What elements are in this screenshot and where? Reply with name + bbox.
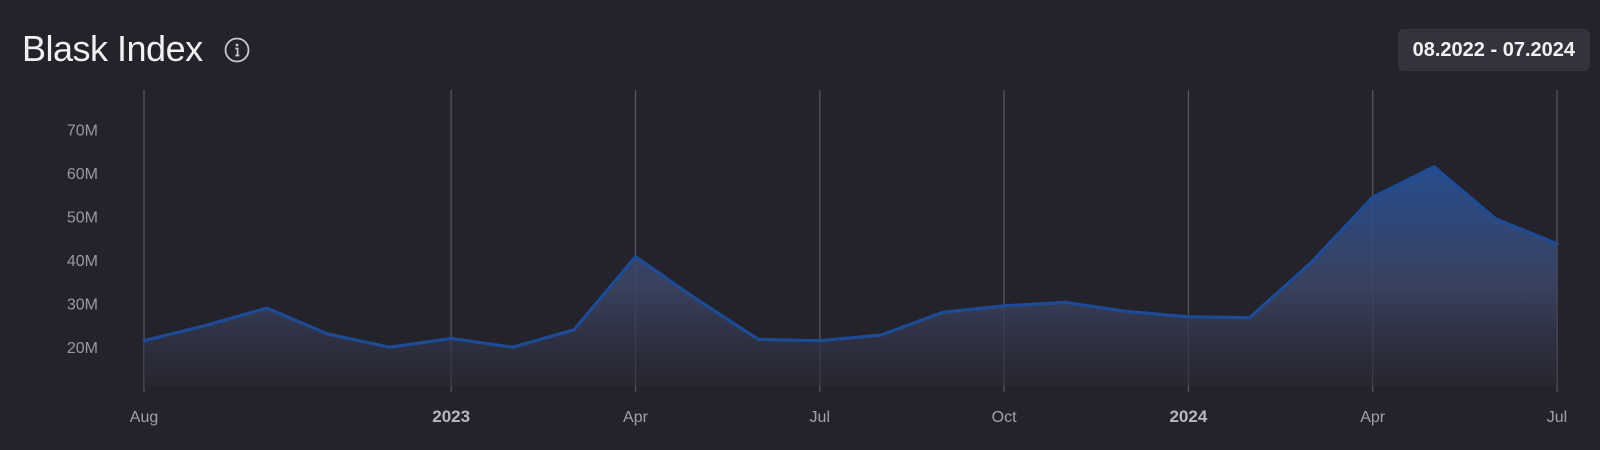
x-tick-label: Oct [992, 409, 1017, 426]
y-tick-label: 60M [67, 166, 98, 183]
data-point-2024-05[interactable] [1432, 165, 1436, 169]
data-point-2024-02[interactable] [1248, 316, 1252, 320]
data-point-2022-08[interactable] [142, 339, 146, 343]
data-point-2024-07[interactable] [1555, 242, 1559, 246]
data-point-2023-05[interactable] [695, 297, 699, 301]
y-tick-label: 70M [67, 123, 98, 140]
data-point-2024-06[interactable] [1494, 217, 1498, 221]
x-tick-label: 2023 [432, 407, 470, 426]
data-point-2024-01[interactable] [1186, 315, 1190, 319]
page-title: Blask Index [22, 28, 203, 69]
info-circle-icon[interactable] [224, 37, 250, 63]
data-point-2023-09[interactable] [941, 310, 945, 314]
x-tick-label: Apr [1360, 409, 1386, 426]
x-tick-label: Jul [1547, 409, 1567, 426]
data-point-2023-07[interactable] [818, 339, 822, 343]
x-tick-label: Apr [623, 409, 649, 426]
data-point-2023-02[interactable] [511, 345, 515, 349]
data-point-2022-11[interactable] [326, 332, 330, 336]
series-area [144, 166, 1557, 386]
y-tick-label: 40M [67, 253, 98, 270]
y-tick-label: 50M [67, 210, 98, 227]
data-point-2023-08[interactable] [879, 333, 883, 337]
x-tick-label: Jul [810, 409, 830, 426]
series-line [142, 165, 1559, 349]
data-point-2023-06[interactable] [756, 337, 760, 341]
data-point-2023-12[interactable] [1125, 310, 1129, 314]
data-point-2024-03[interactable] [1309, 260, 1313, 264]
x-tick-label: 2024 [1169, 407, 1207, 426]
data-point-2022-09[interactable] [203, 323, 207, 327]
date-range-button[interactable]: 08.2022 - 07.2024 [1397, 29, 1590, 71]
y-tick-label: 30M [67, 297, 98, 314]
data-point-2023-11[interactable] [1064, 300, 1068, 304]
data-point-2022-10[interactable] [265, 306, 269, 310]
data-point-2022-12[interactable] [388, 345, 392, 349]
data-point-2024-04[interactable] [1371, 195, 1375, 199]
x-tick-label: Aug [130, 409, 158, 426]
y-tick-label: 20M [67, 340, 98, 357]
data-point-2023-01[interactable] [449, 337, 453, 341]
data-point-2023-10[interactable] [1002, 304, 1006, 308]
data-point-2023-04[interactable] [633, 255, 637, 259]
data-point-2023-03[interactable] [572, 328, 576, 332]
